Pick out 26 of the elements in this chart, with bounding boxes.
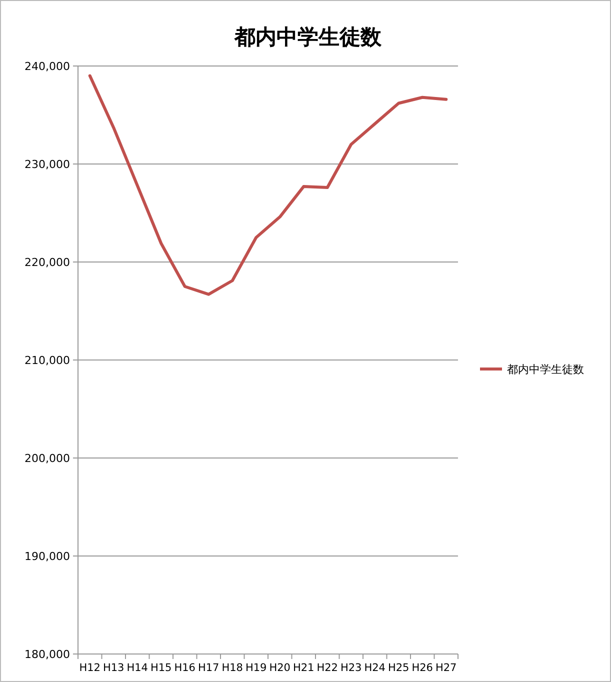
- line-series: [88, 74, 448, 296]
- x-tick-label: H14: [126, 662, 148, 674]
- x-tick-label: H19: [245, 662, 267, 674]
- y-tick-label: 180,000: [24, 648, 70, 661]
- x-tick-label: H17: [198, 662, 220, 674]
- y-tick-label: 220,000: [24, 256, 70, 269]
- y-tick-label: 240,000: [24, 60, 70, 73]
- x-tick-label: H23: [340, 662, 362, 674]
- y-tick-label: 210,000: [24, 354, 70, 367]
- x-tick-label: H16: [174, 662, 196, 674]
- chart-title: 都内中学生徒数: [234, 25, 382, 49]
- x-tick-label: H21: [292, 662, 314, 674]
- x-tick-label: H15: [150, 662, 172, 674]
- x-tick-label: H12: [79, 662, 101, 674]
- x-tick-label: H22: [316, 662, 338, 674]
- y-tick-label: 190,000: [24, 550, 70, 563]
- x-tick-label: H20: [269, 662, 291, 674]
- x-tick-label: H18: [222, 662, 244, 674]
- x-tick-label: H24: [364, 662, 386, 674]
- x-tick-label: H25: [388, 662, 410, 674]
- y-tick-label: 230,000: [24, 158, 70, 171]
- x-tick-label: H26: [412, 662, 434, 674]
- legend-label: 都内中学生徒数: [507, 363, 584, 376]
- x-tick-label: H27: [435, 662, 457, 674]
- x-tick-label: H13: [102, 662, 124, 674]
- y-tick-label: 200,000: [24, 452, 70, 465]
